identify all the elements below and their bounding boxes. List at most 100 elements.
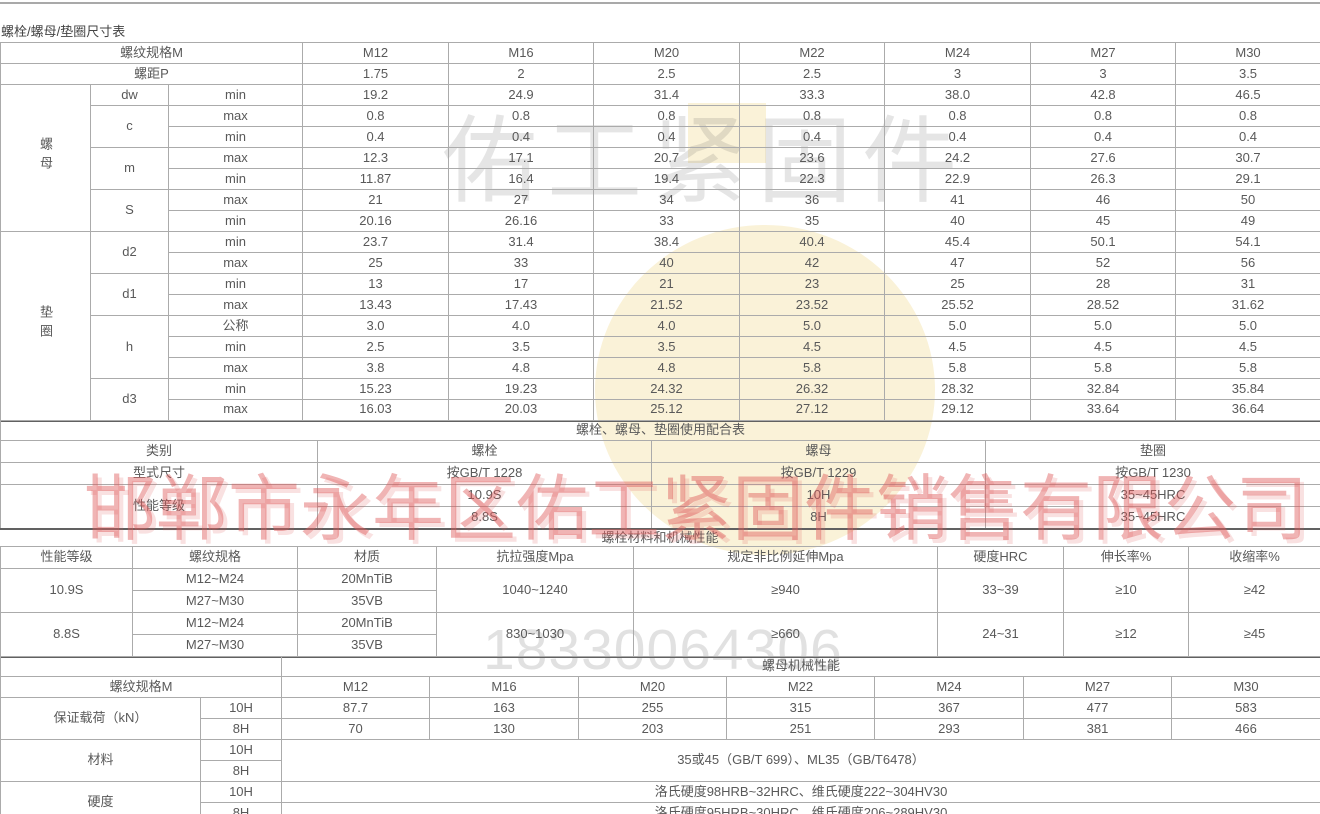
row-proof-load-8h: 8H 70 130 203 251 293 381 466 [1,718,1320,740]
value-cell: 3.5 [1175,63,1320,85]
value-cell: 30.7 [1175,147,1320,169]
grade-label: 性能等级 [0,484,318,529]
value-cell: 21 [302,189,450,211]
param-label: d2 [90,231,169,274]
value-cell: 15.23 [302,378,450,400]
value-cell: 0.8 [302,105,450,127]
hardness-label: 硬度 [0,781,201,814]
value-cell: M27 [1023,676,1172,698]
row-d2-max: max 25 33 40 42 47 52 56 [1,252,1320,274]
value-cell: 22.3 [739,168,886,190]
value-cell: 抗拉强度Mpa [436,546,634,569]
value-cell: 0.4 [593,126,741,148]
value-cell: 251 [726,718,875,740]
limit-label: max [167,252,304,274]
row-grade-1: 性能等级 10.9S 10H 35~45HRC [0,484,1320,529]
row-material-10h: 材料 10H 35或45（GB/T 699）、ML35（GB/T6478） [0,739,1320,782]
spec-cell: M12~M24 [132,612,298,635]
value-cell: 17.1 [448,147,595,169]
value-cell: 规定非比例延伸Mpa [633,546,938,569]
spec-cell: M27~M30 [132,590,298,613]
value-cell: 0.4 [448,126,595,148]
value-cell: 466 [1171,718,1320,740]
limit-label: min [167,336,304,358]
row-grade-88s-b: M27~M30 35VB [1,634,1320,657]
grade-cell: 10.9S [0,568,133,613]
grade-sub-label: 8H [200,718,282,740]
value-cell: M22 [739,42,886,64]
value-cell: 477 [1023,697,1172,719]
value-cell: M30 [1175,42,1320,64]
value-cell: 3.5 [593,336,741,358]
value-cell: 2 [448,63,595,85]
param-label: d1 [90,273,169,316]
spec-cell: M27~M30 [132,634,298,657]
value-cell: 5.8 [1175,357,1320,379]
pitch-label: 螺距P [0,63,304,85]
value-cell: 按GB/T 1228 [317,462,652,485]
value-cell: 33 [593,210,741,232]
limit-label: max [167,189,304,211]
value-cell: 36.64 [1175,399,1320,421]
reduction-cell: ≥45 [1188,612,1320,657]
yield-cell: ≥660 [633,612,938,657]
value-cell: 4.8 [593,357,741,379]
value-cell: 40 [884,210,1032,232]
value-cell: M12 [281,676,430,698]
param-label: dw [90,84,169,106]
value-cell: 0.8 [593,105,741,127]
value-cell: 46.5 [1175,84,1320,106]
value-cell: 35~45HRC [984,506,1320,529]
row-c-min: min 0.4 0.4 0.4 0.4 0.4 0.4 0.4 [1,126,1320,148]
row-grade-88s-a: 8.8S M12~M24 20MnTiB 830~1030 ≥660 24~31… [0,612,1320,657]
value-cell: M20 [593,42,741,64]
value-cell: 45 [1030,210,1177,232]
value-cell: 31.4 [593,84,741,106]
row-thread-spec: 螺纹规格M M12 M16 M20 M22 M24 M27 M30 [0,42,1320,64]
group-label-washer: 垫圈 [0,231,91,421]
value-cell: 5.0 [1175,315,1320,337]
value-cell: M16 [448,42,595,64]
value-cell: 0.4 [1030,126,1177,148]
value-cell: 26.16 [448,210,595,232]
limit-label: min [167,210,304,232]
material-label: 材料 [0,739,201,782]
grade-sub-label: 8H [200,802,282,814]
nut-group-text: 螺母 [38,137,53,176]
value-cell: 17 [448,273,595,295]
value-cell: 0.8 [884,105,1032,127]
value-cell: M22 [726,676,875,698]
value-cell: 46 [1030,189,1177,211]
nut-table-title: 螺母机械性能 [281,656,1320,677]
hardness-value: 洛氏硬度98HRB~32HRC、维氏硬度222~304HV30 [281,781,1320,803]
value-cell: 性能等级 [0,546,133,569]
value-cell: M30 [1171,676,1320,698]
value-cell: M24 [874,676,1024,698]
limit-label: max [167,294,304,316]
value-cell: 20.16 [302,210,450,232]
value-cell: 54.1 [1175,231,1320,253]
row-hardness-8h: 8H 洛氏硬度95HRB~30HRC、维氏硬度206~289HV30 [1,802,1320,814]
row-m-min: min 11.87 16.4 19.4 22.3 22.9 26.3 29.1 [1,168,1320,190]
value-cell: 0.8 [1175,105,1320,127]
value-cell: 35~45HRC [984,484,1320,507]
value-cell: 32.84 [1030,378,1177,400]
material-cell: 35VB [297,634,437,657]
value-cell: 45.4 [884,231,1032,253]
value-cell: 4.5 [739,336,886,358]
value-cell: 0.4 [739,126,886,148]
value-cell: 伸长率% [1063,546,1189,569]
tensile-cell: 1040~1240 [436,568,634,613]
value-cell: 33.3 [739,84,886,106]
value-cell: 5.8 [884,357,1032,379]
value-cell: 203 [578,718,727,740]
value-cell: 13 [302,273,450,295]
value-cell: 293 [874,718,1024,740]
value-cell: 27 [448,189,595,211]
value-cell: 23 [739,273,886,295]
value-cell: M20 [578,676,727,698]
value-cell: 0.8 [448,105,595,127]
grade-sub-label: 10H [200,739,282,761]
hardness-cell: 24~31 [937,612,1064,657]
